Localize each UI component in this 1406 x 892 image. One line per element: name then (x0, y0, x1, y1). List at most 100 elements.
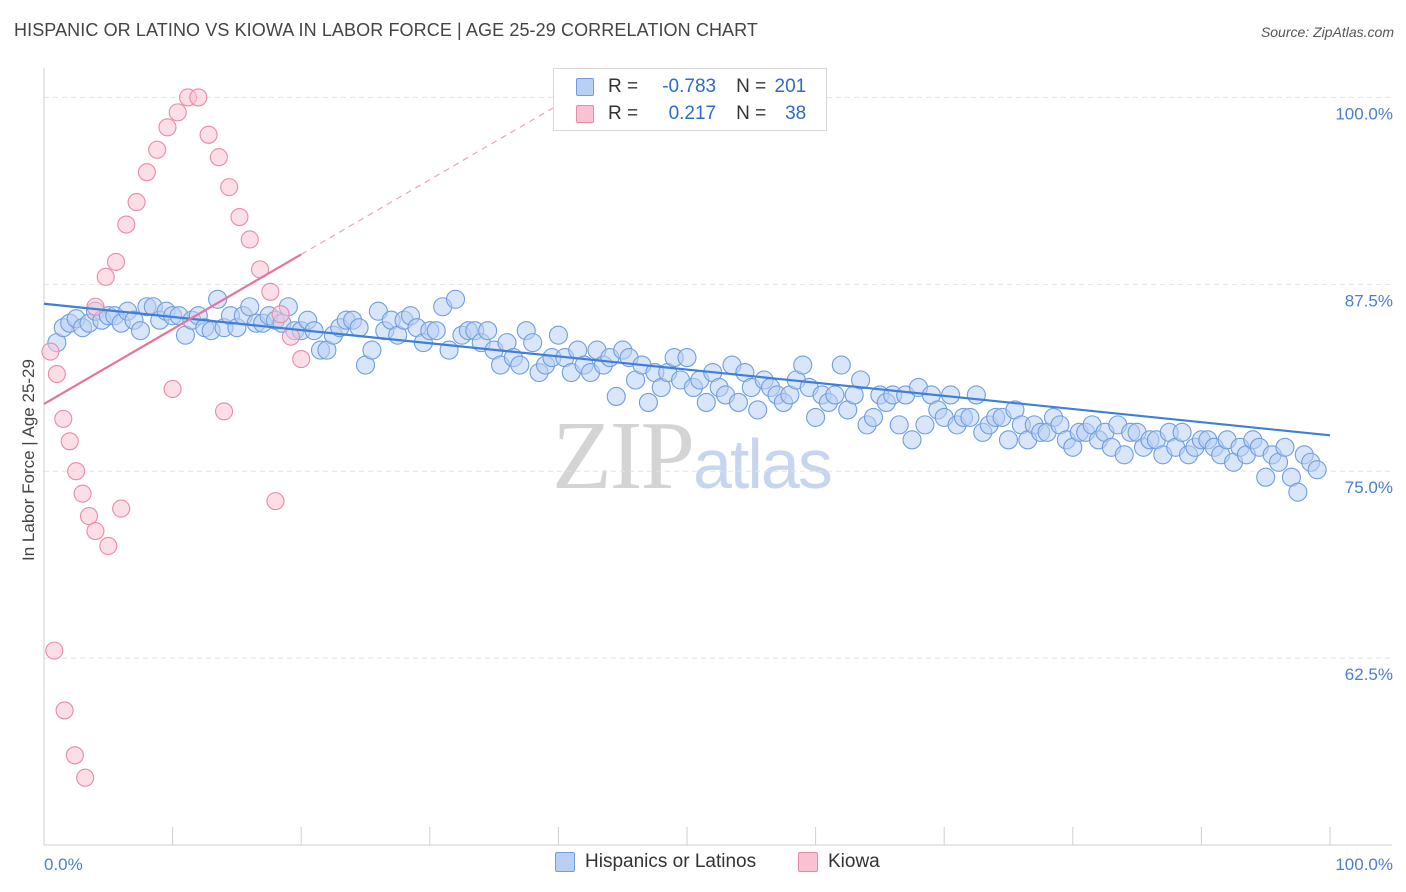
hispanic-point (677, 348, 697, 368)
legend-swatch-kiowa (576, 105, 594, 123)
kiowa-point (79, 507, 99, 526)
kiowa-points (41, 88, 311, 787)
legend-r-value-kiowa: 0.217 (668, 103, 717, 124)
legend-n-value-hispanic: 201 (774, 76, 807, 97)
series-label-kiowa: Kiowa (828, 851, 880, 872)
kiowa-point (99, 536, 118, 556)
kiowa-point (86, 521, 105, 541)
kiowa-point (271, 305, 290, 324)
hispanic-trend-line (43, 302, 1331, 437)
kiowa-point (117, 215, 136, 234)
trend-lines (43, 81, 1331, 437)
hispanic-point (696, 392, 716, 412)
y-tick-label: 100.0% (1335, 104, 1393, 123)
hispanic-point (478, 321, 498, 341)
kiowa-point (148, 140, 167, 159)
kiowa-point (106, 252, 126, 271)
hispanic-point (1275, 437, 1295, 457)
hispanic-point (831, 355, 851, 375)
kiowa-point (47, 364, 66, 384)
kiowa-point (76, 768, 95, 787)
hispanic-point (426, 321, 446, 341)
hispanic-point (966, 385, 986, 405)
series-legend: Hispanics or Latinos Kiowa (0, 851, 1406, 877)
legend-n-label: N = (736, 76, 767, 97)
hispanic-point (825, 385, 845, 405)
hispanic-point (362, 340, 382, 360)
legend-r-label: R = (608, 103, 639, 124)
watermark: ZIPatlas (552, 398, 833, 512)
kiowa-point (137, 163, 156, 182)
kiowa-point (41, 342, 60, 361)
y-tick-label: 75.0% (1345, 478, 1393, 497)
kiowa-point (209, 148, 228, 167)
hispanic-point (130, 321, 150, 341)
series-legend-hispanic[interactable]: Hispanics or Latinos (555, 851, 756, 873)
series-swatch-kiowa (798, 852, 818, 872)
kiowa-point (163, 379, 182, 399)
kiowa-point (168, 103, 187, 122)
kiowa-point (220, 178, 239, 197)
hispanic-point (728, 392, 748, 412)
kiowa-point (127, 193, 146, 212)
x-tick-label: 100.0% (1335, 855, 1393, 874)
hispanic-point (1307, 460, 1327, 480)
kiowa-point (54, 409, 73, 428)
kiowa-point (65, 746, 84, 765)
kiowa-point (189, 88, 208, 107)
hispanic-point (1172, 422, 1192, 442)
hispanic-point (806, 407, 826, 427)
kiowa-point (67, 462, 86, 481)
hispanic-point (638, 392, 658, 412)
hispanic-point (748, 400, 768, 420)
kiowa-point (73, 484, 92, 503)
kiowa-point (86, 297, 105, 316)
hispanic-point (863, 407, 884, 427)
kiowa-point (96, 267, 115, 286)
kiowa-point (266, 492, 285, 511)
hispanic-point (915, 415, 935, 435)
legend-r-value-hispanic: -0.783 (662, 76, 717, 97)
kiowa-trend-line (43, 253, 302, 405)
hispanic-point (889, 415, 909, 435)
y-tick-label: 62.5% (1345, 665, 1393, 684)
series-label-hispanic: Hispanics or Latinos (585, 851, 757, 872)
y-tick-label: 87.5% (1345, 291, 1393, 310)
legend-n-label: N = (736, 103, 767, 124)
series-swatch-hispanic (555, 852, 575, 872)
hispanic-point (1256, 467, 1276, 487)
kiowa-point (230, 207, 249, 227)
hispanic-point (523, 333, 543, 353)
watermark-zip: ZIP (552, 402, 695, 510)
kiowa-point (55, 701, 74, 720)
kiowa-point (214, 402, 234, 421)
hispanic-points (47, 289, 1327, 502)
hispanic-point (606, 386, 626, 407)
kiowa-point (240, 230, 259, 249)
hispanic-point (1114, 445, 1134, 465)
correlation-legend: R = -0.783 N = 201 R = 0.217 N = 38 (553, 68, 827, 131)
chart-title: HISPANIC OR LATINO VS KIOWA IN LABOR FOR… (14, 20, 759, 40)
hispanic-point (1288, 482, 1308, 502)
hispanic-point (548, 325, 568, 345)
y-axis-title: In Labor Force | Age 25-29 (19, 359, 38, 561)
kiowa-trend-extension (300, 81, 598, 255)
legend-row-kiowa: R = 0.217 N = 38 (576, 102, 806, 126)
series-legend-kiowa[interactable]: Kiowa (798, 851, 880, 873)
hispanic-point (793, 355, 813, 375)
kiowa-point (261, 282, 280, 301)
x-tick-label: 0.0% (44, 855, 83, 874)
hispanic-point (851, 370, 871, 390)
hispanic-point (902, 430, 922, 450)
hispanic-point (445, 289, 466, 309)
source-credit: Source: ZipAtlas.com (1260, 24, 1394, 40)
legend-swatch-hispanic (576, 78, 594, 96)
hispanic-point (240, 297, 260, 317)
hispanic-point (208, 289, 228, 309)
hispanic-point (349, 318, 369, 338)
hispanic-point (510, 355, 530, 375)
legend-row-hispanic: R = -0.783 N = 201 (576, 75, 806, 99)
tick-labels: 62.5% 75.0% 87.5% 100.0% 0.0% 100.0% (44, 104, 1393, 874)
kiowa-point (158, 118, 177, 137)
